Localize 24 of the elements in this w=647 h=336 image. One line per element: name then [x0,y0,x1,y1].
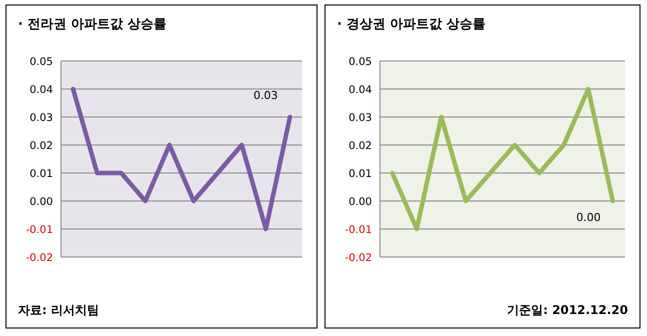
chart-title: · 전라권 아파트값 상승률 [18,17,167,32]
y-tick-label: 0.00 [348,196,372,208]
y-tick-label: 0.04 [30,84,54,96]
data-label: 0.00 [576,211,601,224]
text: 기준일: 2012.12.20 [507,303,628,317]
y-tick-label: 0.05 [348,56,372,68]
text: 자료: 리서치팀 [18,303,99,317]
y-tick-label: 0.01 [30,168,53,180]
y-tick-label: 0.01 [348,168,372,180]
data-label: 0.03 [253,89,278,102]
y-tick-label: 0.03 [348,112,372,124]
y-tick-label: -0.01 [344,224,372,236]
y-tick-label: -0.02 [26,252,53,264]
chart-title: · 경상권 아파트값 상승률 [337,17,486,32]
y-tick-label: 0.03 [30,112,53,124]
line-series [390,86,615,232]
y-tick-label: -0.02 [344,252,372,264]
line-series [70,86,292,232]
y-tick-label: 0.02 [30,140,53,152]
y-tick-label: 0.04 [348,84,372,96]
y-tick-label: 0.05 [30,56,53,68]
y-tick-label: 0.02 [348,140,372,152]
y-tick-label: -0.01 [26,224,53,236]
y-tick-label: 0.00 [30,196,53,208]
